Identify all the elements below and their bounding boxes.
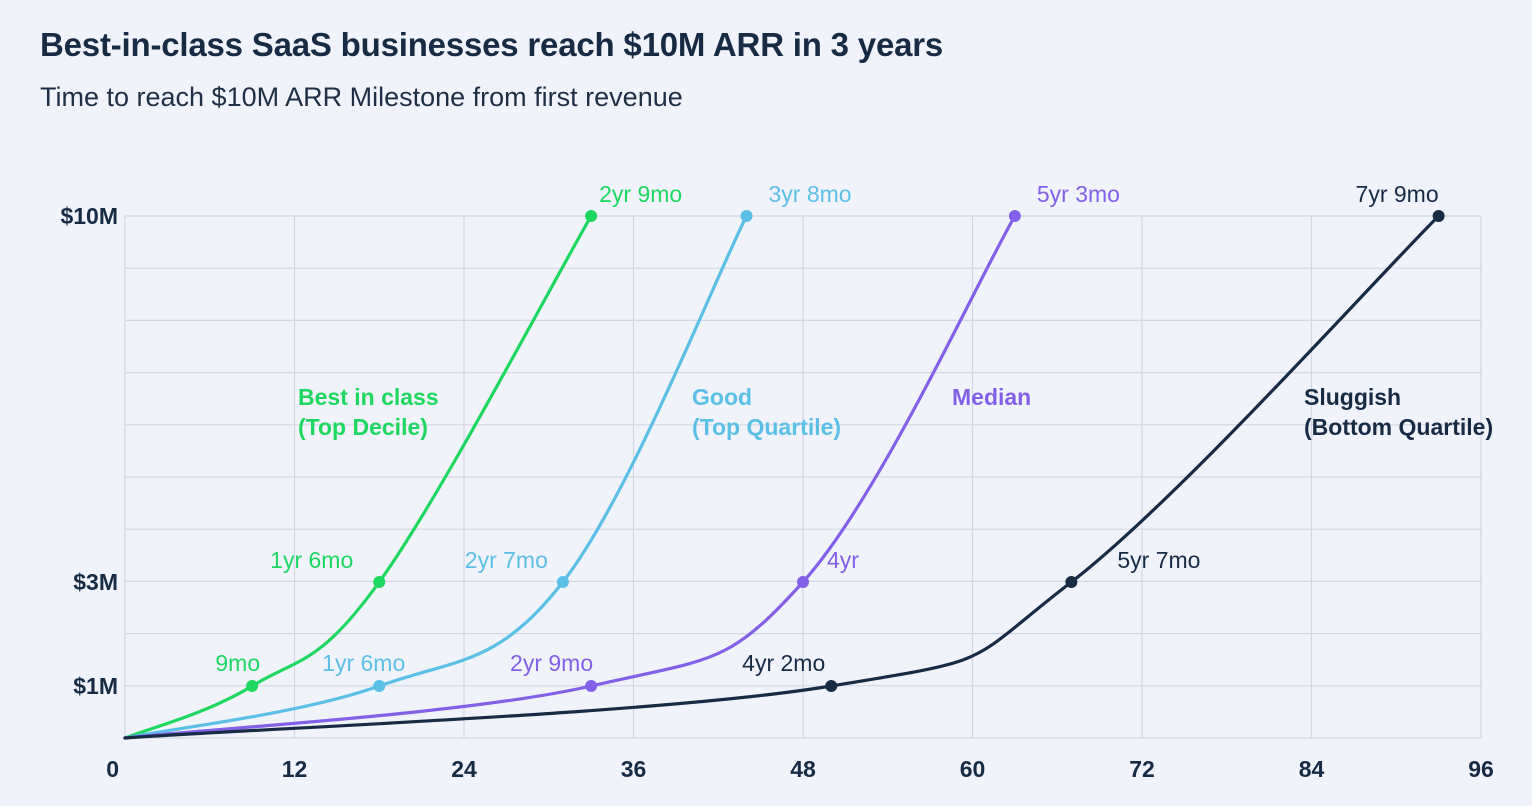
series-labels: Best in class (Top Decile) Good (Top Quarti… [298, 384, 1493, 440]
series-line [123, 214, 1441, 740]
y-tick-label: $10M [60, 203, 118, 229]
data-point [556, 576, 569, 588]
series-label: Good [692, 384, 752, 410]
point-label: 3yr 8mo [769, 181, 852, 207]
x-tick-label: 12 [282, 756, 308, 782]
point-label: 7yr 9mo [1356, 181, 1439, 207]
data-point [246, 680, 259, 692]
data-point [1008, 210, 1021, 222]
axes: 0 12 24 36 48 60 72 84 96 $1M $3M $10M [60, 203, 1493, 782]
point-label: 5yr 7mo [1117, 547, 1200, 573]
point-label: 2yr 9mo [599, 181, 682, 207]
data-point [373, 576, 386, 588]
series-label: Sluggish [1304, 384, 1401, 410]
point-label: 2yr 7mo [465, 547, 548, 573]
data-point [740, 210, 753, 222]
point-label: 9mo [215, 650, 260, 676]
x-tick-label: 0 [106, 756, 119, 782]
series-lines [123, 214, 1441, 740]
series-label-subtitle: (Top Quartile) [692, 414, 841, 440]
data-point [825, 680, 838, 692]
x-tick-label: 24 [451, 756, 477, 782]
data-point [797, 576, 809, 588]
data-point [585, 210, 598, 222]
x-tick-label: 72 [1129, 756, 1155, 782]
x-tick-label: 48 [790, 756, 816, 782]
chart-subtitle: Time to reach $10M ARR Milestone from fi… [40, 82, 683, 112]
x-tick-label: 60 [960, 756, 986, 782]
x-tick-label: 84 [1299, 756, 1325, 782]
point-label: 1yr 6mo [322, 650, 405, 676]
point-labels: 9mo 1yr 6mo 2yr 9mo 1yr 6mo 2yr 7mo 3yr 8mo 2y… [215, 181, 1438, 676]
series-label-subtitle: (Top Decile) [298, 414, 428, 440]
point-label: 4yr 2mo [742, 650, 825, 676]
x-tick-label: 36 [621, 756, 647, 782]
series-line [123, 214, 1017, 740]
data-point [585, 680, 598, 692]
series-label: Median [952, 384, 1031, 410]
point-label: 2yr 9mo [510, 650, 593, 676]
point-label: 1yr 6mo [270, 547, 353, 573]
data-point [1065, 576, 1078, 588]
series-line [123, 214, 749, 740]
y-tick-label: $3M [73, 569, 118, 595]
series-line [123, 214, 593, 740]
y-tick-label: $1M [73, 673, 118, 699]
point-label: 4yr [827, 547, 859, 573]
x-tick-label: 96 [1468, 756, 1494, 782]
series-label: Best in class [298, 384, 439, 410]
data-points [246, 210, 1445, 692]
series-label-subtitle: (Bottom Quartile) [1304, 414, 1493, 440]
point-label: 5yr 3mo [1037, 181, 1120, 207]
data-point [373, 680, 386, 692]
chart-title: Best-in-class SaaS businesses reach $10M… [40, 26, 944, 63]
data-point [1432, 210, 1445, 222]
